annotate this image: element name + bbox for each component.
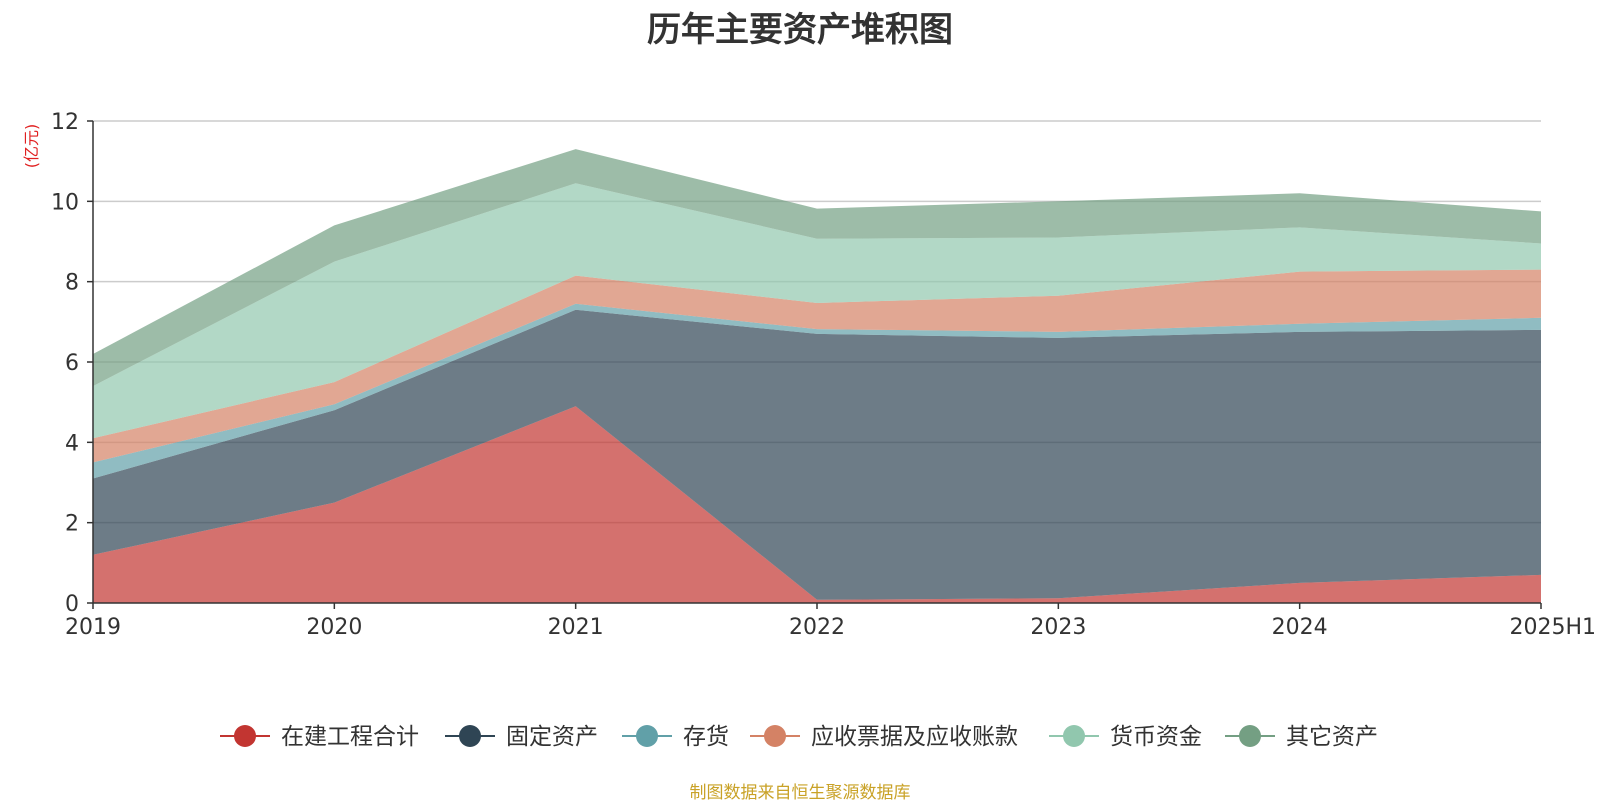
legend-marker-icon xyxy=(1063,725,1085,747)
legend-marker-icon xyxy=(764,725,786,747)
legend-marker-icon xyxy=(459,725,481,747)
legend-marker-icon xyxy=(636,725,658,747)
x-tick-label: 2021 xyxy=(548,615,604,640)
y-tick-label: 10 xyxy=(51,190,79,215)
x-tick-label: 2020 xyxy=(306,615,362,640)
legend-item[interactable]: 在建工程合计 xyxy=(220,724,419,750)
legend-item[interactable]: 存货 xyxy=(622,724,729,750)
legend-item[interactable]: 其它资产 xyxy=(1225,724,1378,750)
y-tick-label: 6 xyxy=(65,351,79,376)
chart-title: 历年主要资产堆积图 xyxy=(647,10,953,50)
legend-label: 其它资产 xyxy=(1286,724,1378,750)
legend-item[interactable]: 货币资金 xyxy=(1049,724,1202,750)
x-tick-label: 2023 xyxy=(1030,615,1086,640)
legend-label: 固定资产 xyxy=(506,724,598,750)
axes: 0 2 4 6 8 10 12 2019 2020 2021 2022 2023 2024 2025H1 xyxy=(51,110,1596,640)
legend: 在建工程合计 固定资产 存货 应收票据及应收账款 货币资金 其它资产 xyxy=(220,724,1378,750)
area-series-1 xyxy=(93,309,1541,600)
area-series-4 xyxy=(93,183,1541,439)
legend-marker-icon xyxy=(1239,725,1261,747)
area-series-5 xyxy=(93,149,1541,387)
data-source-note: 制图数据来自恒生聚源数据库 xyxy=(689,783,911,803)
legend-label: 存货 xyxy=(683,724,729,750)
y-tick-label: 0 xyxy=(65,592,79,617)
legend-label: 应收票据及应收账款 xyxy=(811,724,1018,750)
legend-item[interactable]: 固定资产 xyxy=(445,724,598,750)
area-series xyxy=(93,149,1541,603)
y-axis-unit-label: (亿元) xyxy=(22,124,41,169)
y-tick-label: 12 xyxy=(51,110,79,135)
x-tick-label: 2024 xyxy=(1272,615,1328,640)
y-tick-label: 2 xyxy=(65,512,79,537)
legend-item[interactable]: 应收票据及应收账款 xyxy=(750,724,1018,750)
x-tick-label: 2025H1 xyxy=(1509,615,1596,640)
legend-label: 在建工程合计 xyxy=(281,724,419,750)
y-tick-label: 8 xyxy=(65,271,79,296)
x-tick-label: 2022 xyxy=(789,615,845,640)
legend-marker-icon xyxy=(234,725,256,747)
area-series-3 xyxy=(93,269,1541,463)
area-series-0 xyxy=(93,406,1541,603)
x-tick-label: 2019 xyxy=(65,615,121,640)
legend-label: 货币资金 xyxy=(1110,724,1202,750)
y-tick-label: 4 xyxy=(65,431,79,456)
